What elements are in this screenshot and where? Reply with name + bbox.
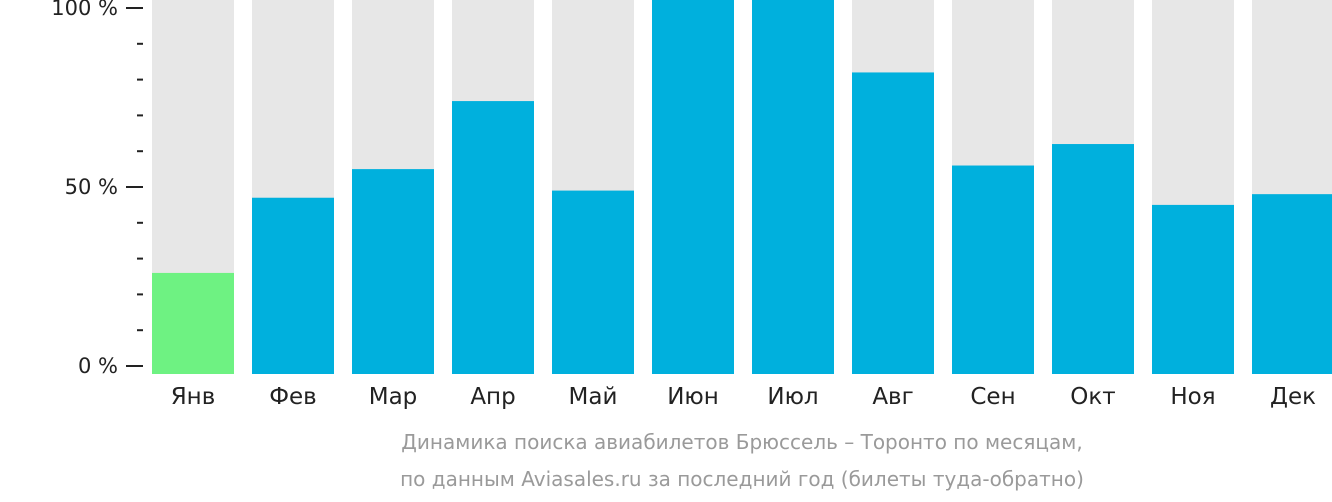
bar — [852, 72, 934, 374]
bar — [752, 0, 834, 374]
bar — [952, 165, 1034, 374]
x-tick-label: Мар — [369, 384, 418, 410]
bar — [552, 190, 634, 374]
x-tick-label: Июл — [767, 384, 818, 410]
x-tick-label: Окт — [1070, 384, 1115, 410]
x-tick-label: Фев — [269, 384, 317, 410]
caption-line-2: по данным Aviasales.ru за последний год … — [400, 467, 1084, 491]
bar — [152, 272, 234, 374]
x-tick-label: Авг — [872, 384, 913, 410]
bar — [252, 197, 334, 374]
x-tick-label: Янв — [171, 384, 216, 410]
caption-line-1: Динамика поиска авиабилетов Брюссель – Т… — [401, 430, 1083, 454]
bar — [1052, 144, 1134, 374]
bar-chart: 0 % 50 % 100 % Янв Фев Мар Апр Май Июн Июл Авг Сен О… — [51, 0, 1332, 410]
bar — [452, 101, 534, 374]
bar — [1252, 194, 1332, 374]
y-tick-label: 50 % — [65, 175, 118, 199]
bar — [352, 169, 434, 374]
x-tick-label: Май — [569, 384, 618, 410]
y-tick-label: 0 % — [78, 354, 118, 378]
bar — [1152, 204, 1234, 374]
x-tick-label: Дек — [1270, 384, 1316, 410]
x-tick-label: Сен — [970, 384, 1015, 410]
x-tick-label: Апр — [470, 384, 515, 410]
y-tick-label: 100 % — [51, 0, 118, 20]
bar — [652, 0, 734, 374]
x-tick-label: Ноя — [1170, 384, 1215, 410]
x-tick-label: Июн — [667, 384, 719, 410]
